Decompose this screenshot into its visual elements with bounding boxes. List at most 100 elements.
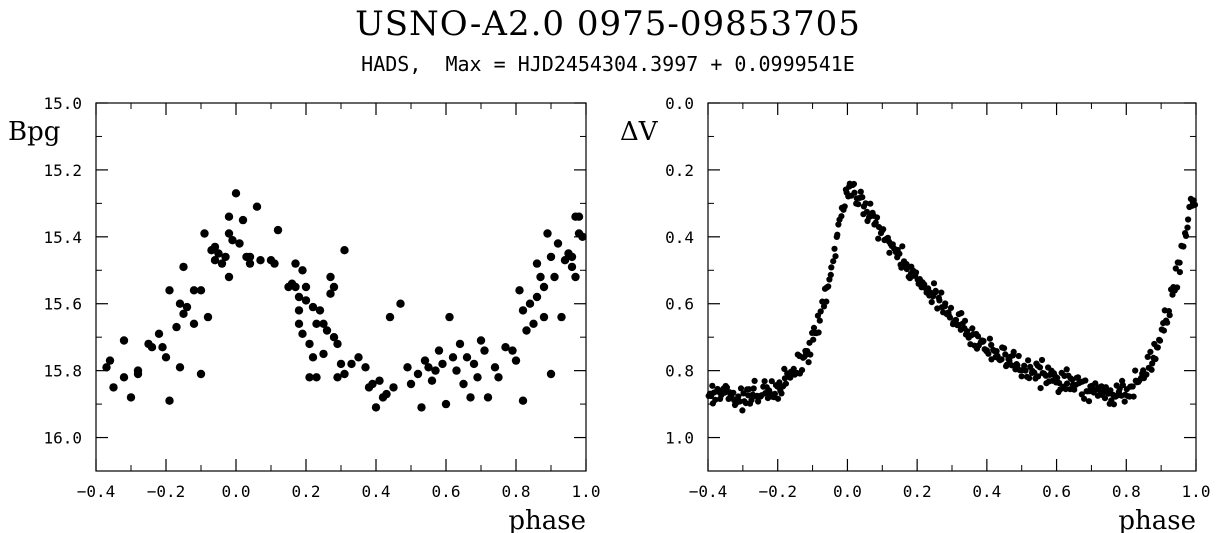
panel-1: −0.4 −0.2 0.0 0.2 0.4 0.6 0.8 1.0 15.0 15.2 15.4 15… <box>8 94 600 533</box>
data-point <box>434 346 444 355</box>
data-points <box>102 189 587 412</box>
data-point <box>333 373 342 382</box>
data-point <box>228 236 237 245</box>
data-point <box>494 373 503 382</box>
data-point <box>1130 393 1137 400</box>
data-point <box>857 188 864 195</box>
data-point <box>993 348 1000 355</box>
data-point <box>1082 377 1089 384</box>
data-point <box>301 282 311 292</box>
panel-2: −0.4 −0.2 0.0 0.2 0.4 0.6 0.8 1.0 0.0 0.2 0.4 0.6 0.… <box>620 94 1210 533</box>
data-point <box>958 310 965 317</box>
data-point <box>518 396 528 405</box>
data-point <box>831 245 838 252</box>
data-point <box>102 363 111 372</box>
data-point <box>158 343 167 352</box>
data-point <box>771 390 779 397</box>
data-point <box>294 319 304 328</box>
data-point <box>245 252 255 262</box>
data-point <box>1143 371 1150 378</box>
data-point <box>515 286 524 295</box>
data-point <box>473 373 482 382</box>
data-point <box>974 333 982 340</box>
y-axis-label: Bpg <box>8 117 60 147</box>
x-tick-label: 0.2 <box>292 482 321 501</box>
y-tick-label: 0.4 <box>665 228 694 247</box>
data-point <box>969 325 976 332</box>
data-point <box>294 292 304 302</box>
data-point <box>546 252 556 262</box>
x-axis-label: phase <box>1118 506 1196 533</box>
data-point <box>778 390 785 397</box>
data-point <box>511 356 521 365</box>
data-point <box>1132 367 1139 374</box>
data-point <box>896 250 903 257</box>
data-point <box>252 202 262 211</box>
data-point <box>179 262 188 272</box>
data-point <box>1191 201 1199 208</box>
data-point <box>1101 395 1109 402</box>
data-point <box>825 283 832 290</box>
data-point <box>525 299 535 308</box>
x-tick-label: 0.8 <box>1112 482 1141 501</box>
data-point <box>333 339 342 349</box>
data-point <box>712 396 719 403</box>
data-point <box>196 369 206 379</box>
data-point <box>284 282 293 292</box>
data-point <box>1038 356 1046 364</box>
data-point <box>755 398 762 405</box>
data-point <box>1001 345 1008 352</box>
data-point <box>872 219 879 226</box>
data-point <box>748 397 755 404</box>
data-point <box>1185 216 1192 223</box>
data-point <box>518 306 528 315</box>
data-point <box>298 329 307 338</box>
data-point <box>389 383 398 392</box>
data-point <box>417 403 426 412</box>
data-point <box>988 341 995 349</box>
data-point <box>1180 243 1187 250</box>
data-point <box>175 299 185 308</box>
data-point <box>224 212 234 221</box>
data-point <box>459 379 468 389</box>
data-point <box>928 299 935 306</box>
x-tick-label: 0.6 <box>432 482 461 501</box>
data-point <box>841 203 848 210</box>
data-point <box>340 369 349 379</box>
data-point <box>245 259 255 268</box>
data-point <box>1062 386 1069 393</box>
data-point <box>1148 366 1155 373</box>
data-point <box>912 269 920 276</box>
data-point <box>452 366 461 375</box>
y-tick-label: 1.0 <box>665 429 694 448</box>
data-point <box>1002 351 1009 358</box>
plot-frame <box>707 102 1197 472</box>
data-point <box>501 343 510 352</box>
data-point <box>862 200 869 207</box>
data-point <box>536 272 545 282</box>
data-point <box>424 363 433 372</box>
data-point <box>827 271 834 278</box>
data-point <box>751 377 758 384</box>
data-point <box>403 363 412 372</box>
x-tick-label: 0.4 <box>972 482 1001 501</box>
data-point <box>740 390 747 397</box>
data-point <box>1064 380 1071 387</box>
data-point <box>557 312 566 322</box>
y-tick-label: 15.8 <box>43 362 82 381</box>
data-point <box>1021 362 1028 369</box>
data-point <box>438 359 447 369</box>
data-point <box>406 379 416 389</box>
data-point <box>1092 380 1099 387</box>
x-tick-label: −0.2 <box>758 482 797 501</box>
data-point <box>214 249 223 258</box>
data-point <box>375 376 384 385</box>
data-point <box>961 317 969 324</box>
data-point <box>529 319 538 328</box>
data-point <box>571 212 580 221</box>
data-point <box>312 319 321 328</box>
data-point <box>1110 401 1117 408</box>
data-point <box>1015 352 1022 360</box>
data-point <box>175 363 185 372</box>
data-point <box>553 239 563 248</box>
